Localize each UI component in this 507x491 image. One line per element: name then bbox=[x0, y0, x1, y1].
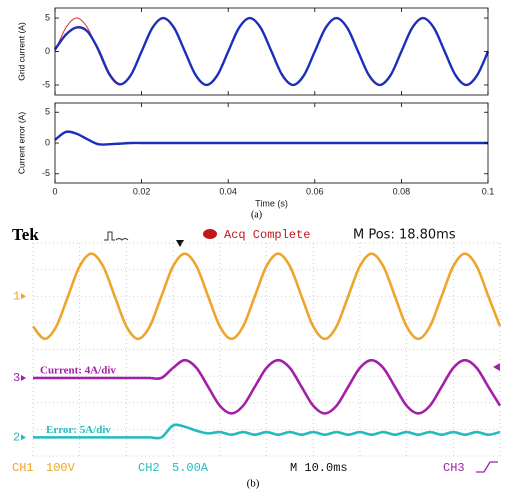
background bbox=[0, 0, 507, 491]
footer-ch3: CH3 bbox=[443, 461, 465, 475]
x-tick-label: 0.06 bbox=[306, 186, 324, 196]
footer-ch2-scale: 5.00A bbox=[172, 461, 209, 475]
caption-b: (b) bbox=[247, 478, 260, 490]
scope-position: M Pos: 18.80ms bbox=[353, 228, 456, 243]
scope-status: Acq Complete bbox=[224, 228, 310, 242]
y-tick-label: -5 bbox=[42, 79, 50, 89]
channel-marker: 2 bbox=[13, 431, 20, 445]
y-tick-label: -5 bbox=[42, 168, 50, 178]
y-tick-label: 5 bbox=[45, 12, 50, 22]
channel-label: Current: 4A/div bbox=[40, 364, 116, 376]
channel-marker: 3 bbox=[13, 371, 20, 385]
x-tick-label: 0.04 bbox=[219, 186, 237, 196]
y-tick-label: 5 bbox=[45, 107, 50, 117]
y-tick-label: 0 bbox=[45, 137, 50, 147]
x-tick-label: 0.08 bbox=[393, 186, 411, 196]
x-axis-label: Time (s) bbox=[255, 198, 288, 208]
figure: Tek Acq Complete M Pos: 18.80ms CH1 100V… bbox=[0, 0, 507, 491]
channel-marker: 1 bbox=[13, 289, 20, 303]
scope-brand: Tek bbox=[12, 225, 39, 244]
footer-ch1-scale: 100V bbox=[46, 461, 76, 475]
footer-ch2: CH2 bbox=[138, 461, 160, 475]
channel-label: Error: 5A/div bbox=[46, 424, 111, 436]
status-dot bbox=[203, 229, 217, 239]
footer-ch1: CH1 bbox=[12, 461, 34, 475]
footer-timebase: M 10.0ms bbox=[290, 461, 348, 475]
x-tick-label: 0.1 bbox=[482, 186, 495, 196]
x-tick-label: 0 bbox=[52, 186, 57, 196]
caption: (a) bbox=[251, 209, 262, 220]
x-tick-label: 0.02 bbox=[133, 186, 151, 196]
y-tick-label: 0 bbox=[45, 46, 50, 56]
y-axis-label: Current error (A) bbox=[16, 112, 26, 175]
y-axis-label: Grid current (A) bbox=[16, 22, 26, 81]
